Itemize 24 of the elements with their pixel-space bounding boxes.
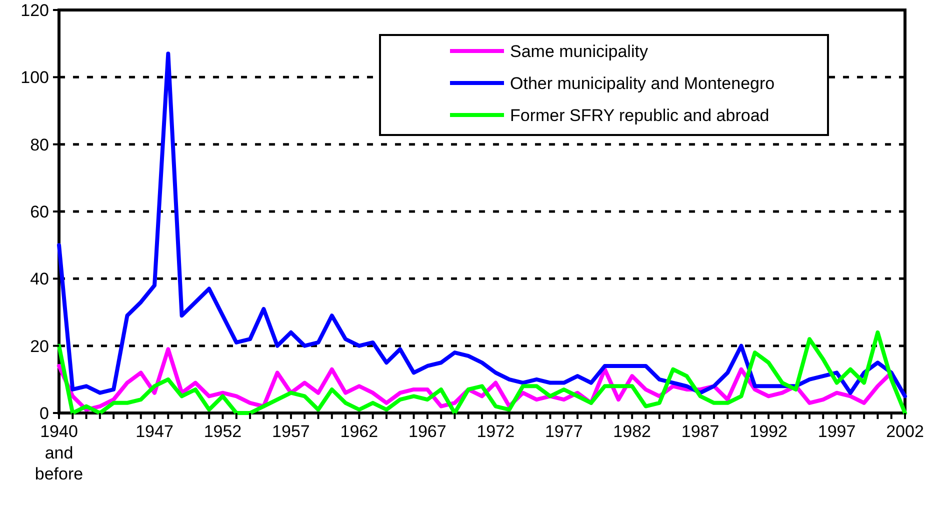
legend-label: Other municipality and Montenegro: [510, 74, 775, 93]
y-tick-label: 80: [30, 135, 49, 154]
x-tick-label: 1987: [681, 422, 720, 441]
x-tick-label: 1992: [750, 422, 788, 441]
legend-label: Same municipality: [510, 42, 648, 61]
y-tick-label: 120: [20, 0, 49, 20]
x-tick-label: 1982: [613, 422, 652, 441]
line-series: [57, 330, 907, 415]
x-tick-label: 1940 and before: [34, 422, 84, 484]
y-tick-label: 20: [30, 336, 49, 356]
legend-label: Former SFRY republic and abroad: [510, 106, 770, 125]
x-tick-label: 1947: [136, 422, 174, 441]
x-tick-label: 2002: [886, 422, 924, 441]
y-tick-label: 100: [20, 68, 49, 88]
x-tick-label: 1952: [204, 422, 242, 441]
x-tick-label: 1962: [340, 422, 378, 441]
x-tick-label: 1957: [272, 422, 310, 441]
x-tick-label: 1972: [476, 422, 515, 441]
x-tick-label: 1967: [408, 422, 446, 441]
y-tick-label: 0: [40, 404, 49, 423]
y-tick-label: 40: [30, 270, 49, 289]
y-tick-label: 60: [30, 202, 49, 222]
x-tick-label: 1997: [818, 422, 856, 441]
x-tick-label: 1977: [544, 422, 583, 441]
